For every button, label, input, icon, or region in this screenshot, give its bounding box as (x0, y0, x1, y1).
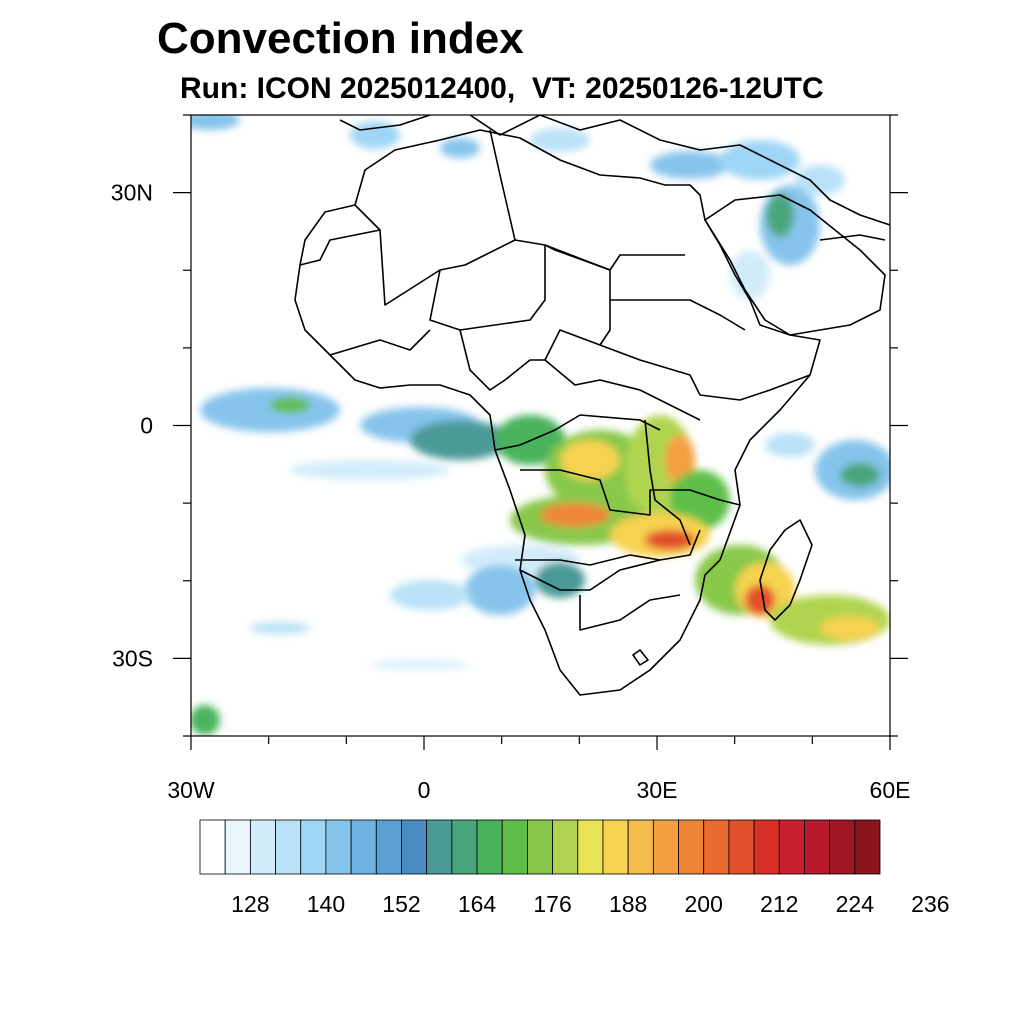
lon-label: 30E (637, 777, 678, 803)
colorbar-tick-label: 140 (307, 891, 345, 917)
colorbar-swatch (804, 819, 831, 875)
colorbar-tick-label: 188 (609, 891, 647, 917)
axis-ticks (173, 114, 908, 750)
lon-label: 30W (167, 777, 215, 803)
colorbar-swatch (224, 819, 251, 875)
colorbar-swatch (778, 819, 805, 875)
chart-subtitle: Run: ICON 2025012400, VT: 20250126-12UTC (180, 72, 824, 105)
colorbar-tick-label: 236 (911, 891, 949, 917)
map-content (191, 115, 890, 735)
colorbar-swatch (350, 819, 377, 875)
colorbar-tick-label: 152 (382, 891, 420, 917)
colorbar-swatch (652, 819, 679, 875)
lon-label: 60E (870, 777, 911, 803)
colorbar: 128 140 152 164 176 188 200 212 224 236 (199, 819, 950, 917)
colorbar-swatch (602, 819, 629, 875)
lat-label: 0 (140, 413, 153, 439)
colorbar-tick-label: 212 (760, 891, 798, 917)
colorbar-swatch (300, 819, 327, 875)
colorbar-swatch (401, 819, 428, 875)
colorbar-swatch (527, 819, 553, 875)
coastlines (294, 115, 890, 696)
colorbar-tick-label: 224 (836, 891, 875, 917)
lat-label: 30S (112, 645, 153, 671)
colorbar-swatch (577, 819, 604, 875)
colorbar-swatch (325, 819, 352, 875)
colorbar-swatch (627, 819, 654, 875)
colorbar-swatch (501, 819, 528, 875)
colorbar-swatch (275, 819, 302, 875)
axis-labels: 30N 0 30S 30W 0 30E 60E (111, 180, 911, 803)
colorbar-swatch (552, 819, 579, 875)
colorbar-swatch (426, 819, 453, 875)
lon-label: 0 (418, 777, 431, 803)
colorbar-swatch (199, 819, 226, 875)
colorbar-tick-label: 128 (231, 891, 269, 917)
colorbar-swatch (703, 819, 730, 875)
lat-label: 30N (111, 180, 153, 206)
chart-title: Convection index (157, 14, 524, 63)
colorbar-tick-label: 176 (533, 891, 571, 917)
colorbar-tick-label: 200 (685, 891, 723, 917)
convection-field (191, 115, 890, 735)
colorbar-swatch (854, 819, 881, 875)
colorbar-swatch (476, 819, 503, 875)
colorbar-swatch (753, 819, 780, 875)
colorbar-swatch (829, 819, 856, 875)
colorbar-tick-label: 164 (458, 891, 497, 917)
colorbar-swatch (249, 819, 276, 875)
colorbar-swatch (451, 819, 478, 875)
colorbar-swatch (678, 819, 705, 875)
colorbar-swatch (375, 819, 402, 875)
colorbar-swatch (728, 819, 755, 875)
